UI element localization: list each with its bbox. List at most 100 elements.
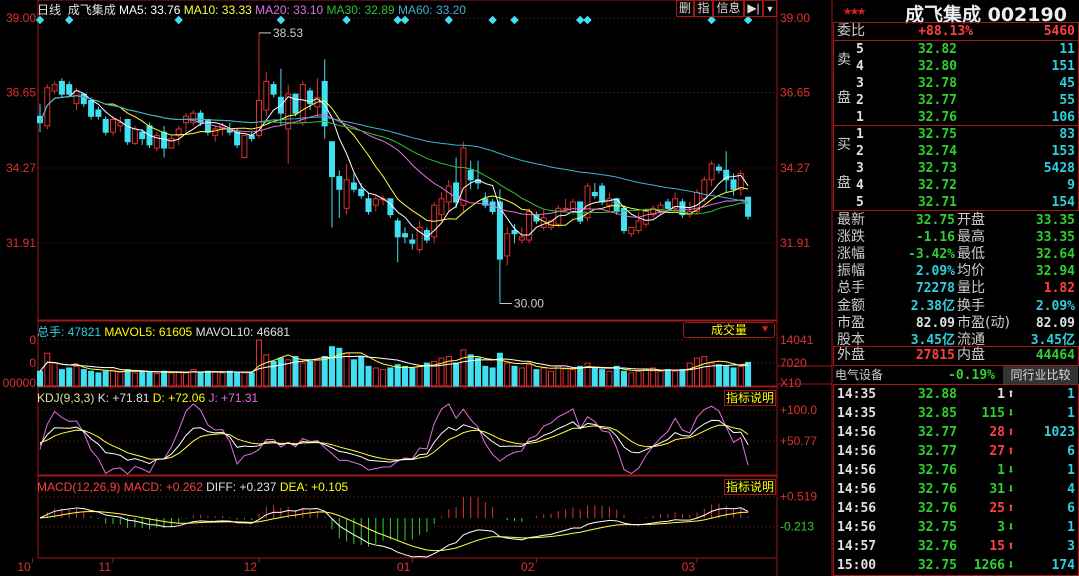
candle-body (394, 220, 401, 238)
kline-chart[interactable]: 39.00 39.00 36.65 36.65 34.27 34.27 31.91 31.91… (0, 0, 833, 576)
sell-level: 1 (856, 110, 864, 125)
candle-body (358, 188, 365, 197)
indicator-button[interactable]: 指 (694, 0, 713, 17)
candle (88, 97, 95, 120)
volume-bar (460, 349, 467, 387)
toolbar-menu-button[interactable]: ▼ (763, 0, 777, 17)
buy-volume: 5428 (1043, 161, 1075, 176)
kdj-legend: KDJ(9,3,3) K: +71.81 D: +72.06 J: +71.31 (37, 391, 258, 405)
volume-legend: 总手: 47821 MAVOL5: 61605 MAVOL10: 46681 (37, 323, 290, 340)
industry-compare-button[interactable]: 同行业比较 (1003, 366, 1078, 384)
volume-axis-label: X10 (780, 376, 802, 390)
volume-bar (226, 370, 233, 387)
buy-price: 32.73 (917, 161, 957, 176)
candle (256, 32, 262, 139)
volume-bar (701, 356, 708, 387)
volume-bar (117, 371, 124, 387)
stat-value: 1.82 (1043, 281, 1075, 297)
candle-body (350, 182, 357, 190)
candle-body (270, 84, 277, 95)
candle (329, 141, 335, 228)
volume-bar (110, 369, 116, 387)
volume-bar (715, 364, 722, 387)
candle-body (621, 207, 627, 232)
candle (628, 226, 635, 237)
info-marker-icon (393, 15, 402, 25)
ma10-line (39, 95, 749, 226)
candle-body (95, 109, 102, 117)
info-marker-icon (743, 15, 753, 25)
volume-bar (190, 369, 197, 387)
candle (58, 78, 65, 98)
volume-bar (124, 369, 131, 387)
candle (467, 160, 474, 190)
kdj-d-line (39, 424, 749, 461)
inner-volume-label: 内盘 (957, 347, 985, 363)
candle (175, 125, 182, 145)
candle (212, 125, 219, 142)
macd-help-button[interactable]: 指标说明 (724, 479, 776, 495)
buy-volume: 153 (1051, 144, 1075, 159)
candle-body (387, 198, 394, 216)
tick-volume: 15 (989, 539, 1005, 554)
kdj-help-button[interactable]: 指标说明 (724, 390, 776, 406)
delete-button[interactable]: 删 (676, 0, 694, 17)
tick-count: 1 (1067, 387, 1075, 402)
tick-volume: 1 (997, 463, 1005, 478)
tick-volume: 31 (989, 482, 1005, 497)
price-annotation: 30.00 (514, 296, 544, 310)
candle-body (708, 163, 715, 181)
volume-bar (95, 372, 102, 387)
volume-bar (613, 365, 620, 387)
volume-bar (51, 362, 58, 387)
sell-level: 5 (856, 42, 864, 57)
expand-panel-button[interactable]: ▶| (744, 0, 763, 17)
outer-volume: 27815 (915, 348, 955, 363)
tick-price: 32.75 (917, 520, 957, 535)
tick-time: 14:35 (837, 406, 877, 421)
buy-level: 1 (856, 127, 864, 142)
stat-value: 2.09% (915, 264, 955, 280)
candle (343, 163, 350, 215)
buy-level: 5 (856, 195, 864, 210)
sell-price: 32.80 (917, 59, 957, 74)
tick-count: 1 (1067, 406, 1075, 421)
price-axis-label-left: 31.91 (6, 236, 36, 250)
candle (110, 116, 116, 136)
candle-body (124, 119, 131, 143)
candle (664, 198, 671, 212)
volume-bar (365, 365, 372, 387)
tick-price: 32.76 (917, 482, 957, 497)
ma20-legend: MA20: 33.10 (255, 3, 324, 17)
stat-label: 市盈(动) (957, 314, 1010, 331)
tick-price: 32.75 (917, 558, 957, 573)
tick-time: 15:00 (837, 558, 877, 573)
volume-bar (88, 370, 95, 387)
volume-bar (504, 362, 511, 387)
candle-body (263, 80, 270, 111)
candle (708, 160, 715, 187)
volume-bar (423, 362, 430, 387)
candle-body (256, 99, 262, 136)
buy-level: 3 (856, 161, 864, 176)
candle-body (467, 169, 474, 181)
candle-body (51, 84, 58, 92)
stat-label: 振幅 (837, 263, 865, 280)
buy-price: 32.74 (917, 144, 957, 159)
volume-bar (204, 370, 211, 387)
indicator-select[interactable]: 成交量 ▼ (683, 322, 775, 338)
candle (672, 192, 679, 212)
stat-label: 金额 (837, 297, 865, 314)
info-marker-icon (707, 15, 716, 25)
tick-count: 1 (1067, 463, 1075, 478)
candle (234, 129, 241, 149)
info-marker-icon (400, 15, 410, 25)
kdj-axis-label: +50.77 (780, 434, 817, 448)
volume-bar (496, 352, 503, 387)
candle-body (730, 179, 737, 190)
volume-bar (606, 370, 613, 387)
buy-level: 4 (856, 178, 864, 193)
info-button[interactable]: 信息 (713, 0, 744, 17)
volume-bar (650, 367, 657, 387)
candle-body (606, 198, 613, 206)
